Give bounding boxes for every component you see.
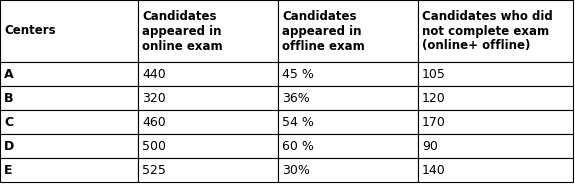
Text: Centers: Centers [4,24,56,38]
Bar [278,62,418,86]
Bar [0,0,138,62]
Text: C: C [4,116,13,128]
Bar [418,0,573,62]
Bar [138,0,278,62]
Bar [278,134,418,158]
Bar [0,86,138,110]
Bar [418,86,573,110]
Text: D: D [4,139,14,153]
Bar [0,134,138,158]
Bar [278,86,418,110]
Text: 140: 140 [422,164,446,176]
Bar [418,110,573,134]
Bar [0,110,138,134]
Text: 320: 320 [142,91,166,105]
Text: A: A [4,68,14,81]
Text: 60 %: 60 % [282,139,314,153]
Bar [138,158,278,182]
Bar [0,62,138,86]
Bar [418,134,573,158]
Text: 120: 120 [422,91,446,105]
Text: 500: 500 [142,139,166,153]
Text: 90: 90 [422,139,438,153]
Text: 440: 440 [142,68,166,81]
Bar [278,0,418,62]
Text: 30%: 30% [282,164,310,176]
Text: 460: 460 [142,116,166,128]
Bar [278,110,418,134]
Bar [138,110,278,134]
Text: 36%: 36% [282,91,310,105]
Text: 170: 170 [422,116,446,128]
Bar [138,86,278,110]
Text: 105: 105 [422,68,446,81]
Text: B: B [4,91,13,105]
Text: 45 %: 45 % [282,68,314,81]
Text: Candidates
appeared in
offline exam: Candidates appeared in offline exam [282,10,365,52]
Bar [278,158,418,182]
Bar [418,158,573,182]
Bar [418,62,573,86]
Text: Candidates who did
not complete exam
(online+ offline): Candidates who did not complete exam (on… [422,10,553,52]
Text: E: E [4,164,13,176]
Bar [0,158,138,182]
Text: Candidates
appeared in
online exam: Candidates appeared in online exam [142,10,223,52]
Bar [138,62,278,86]
Text: 54 %: 54 % [282,116,314,128]
Bar [138,134,278,158]
Text: 525: 525 [142,164,166,176]
